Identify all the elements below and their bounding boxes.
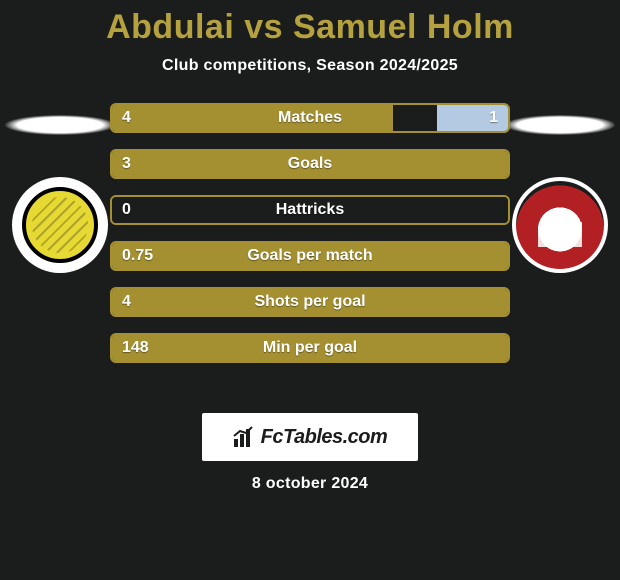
stat-bar-gap [112, 197, 508, 223]
stat-row: Goals per match0.75 [110, 241, 510, 271]
stat-row: Goals3 [110, 149, 510, 179]
player-right-column [500, 103, 620, 273]
stat-row: Shots per goal4 [110, 287, 510, 317]
stat-bar-left [112, 151, 508, 177]
team-right-badge [512, 177, 608, 273]
fctables-logo: FcTables.com [202, 413, 418, 461]
redhawks-crest-icon [516, 181, 604, 269]
bar-chart-icon [233, 426, 255, 448]
stat-bar-left [112, 289, 508, 315]
stat-row: Matches41 [110, 103, 510, 133]
player-left-silhouette [5, 115, 115, 135]
player-right-silhouette [505, 115, 615, 135]
player-left-column [0, 103, 120, 273]
stat-bar-left [112, 243, 508, 269]
stat-bar-left [112, 105, 393, 131]
infographic-date: 8 october 2024 [0, 475, 620, 493]
elfsborg-crest-icon [22, 187, 98, 263]
page-title: Abdulai vs Samuel Holm [0, 0, 620, 47]
team-left-badge [12, 177, 108, 273]
subtitle: Club competitions, Season 2024/2025 [0, 57, 620, 75]
stat-bar-gap [393, 105, 437, 131]
comparison-chart: Matches41 Goals3 Hattricks0 Goals per match… [0, 103, 620, 403]
stat-row: Hattricks0 [110, 195, 510, 225]
stat-row: Min per goal148 [110, 333, 510, 363]
stat-bars: Matches41 Goals3 Hattricks0 Goals per match… [110, 103, 510, 379]
stat-bar-right [437, 105, 508, 131]
footer-brand-text: FcTables.com [261, 426, 388, 449]
stat-bar-left [112, 335, 508, 361]
